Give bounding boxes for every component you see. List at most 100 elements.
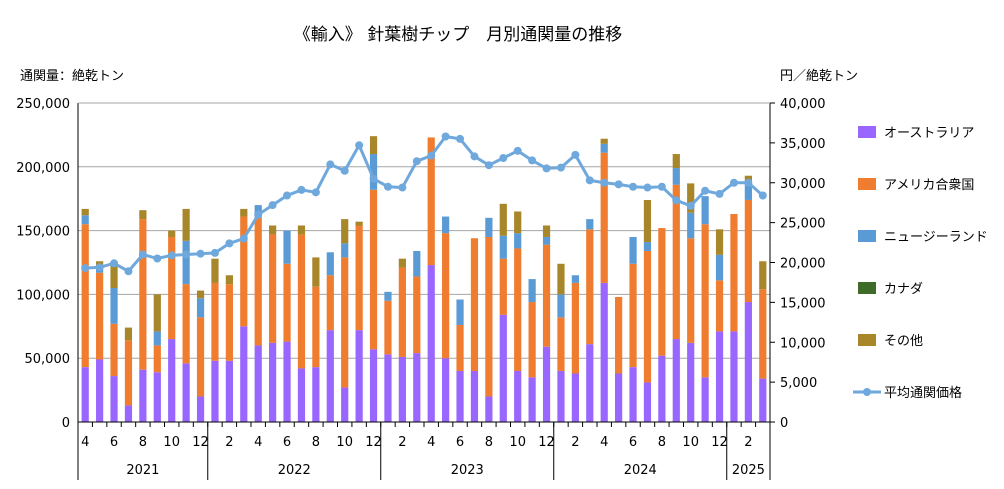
bar-segment (413, 276, 421, 354)
bar-segment (110, 263, 118, 289)
bar-segment (542, 244, 551, 347)
legend-label: カナダ (884, 282, 923, 297)
bar-segment (600, 143, 608, 153)
bar-segment (759, 261, 767, 290)
price-point (686, 201, 695, 210)
bar-segment (672, 339, 680, 422)
price-point (758, 191, 767, 200)
price-point (629, 182, 638, 191)
bar-segment (110, 288, 118, 324)
bar-segment (759, 378, 767, 422)
price-point (729, 178, 738, 187)
bar-segment (687, 342, 695, 422)
bar-segment (600, 138, 608, 144)
legend-swatch (858, 230, 876, 242)
price-point (124, 267, 133, 276)
bar-segment (398, 356, 406, 422)
price-point (715, 189, 724, 198)
bar-segment (312, 286, 320, 368)
bar-segment (196, 298, 205, 318)
bar-segment (427, 265, 435, 422)
bar-segment (196, 396, 205, 422)
bar-segment (715, 254, 724, 281)
bar-segment (759, 289, 767, 379)
price-point (571, 150, 580, 159)
bar-segment (413, 353, 421, 422)
bar-segment (254, 345, 262, 422)
year-label: 2025 (732, 463, 765, 478)
price-line (81, 132, 767, 276)
price-point (412, 157, 421, 166)
bar-segment (470, 238, 479, 371)
bar-segment (297, 368, 306, 422)
bar-segment (384, 354, 392, 422)
bar-segment (81, 215, 89, 225)
bar-segment (355, 225, 363, 331)
y-left-tick-label: 0 (62, 416, 70, 431)
bar-segment (730, 214, 738, 332)
bar-segment (744, 199, 752, 303)
x-month-label: 12 (711, 435, 728, 450)
bar-segment (643, 242, 652, 252)
price-point (542, 164, 551, 173)
y-right-tick-label: 40,000 (780, 97, 826, 112)
bar-segment (196, 317, 205, 397)
bar-segment (701, 196, 709, 225)
price-point (95, 263, 104, 272)
price-point (283, 191, 292, 200)
chart-title: 《輸入》 針葉樹チップ 月別通関量の推移 (294, 25, 622, 45)
bar-segment (110, 376, 118, 422)
bar-segment (687, 183, 695, 213)
bar-segment (571, 373, 579, 422)
bar-segment (283, 341, 291, 422)
bar-segment (615, 373, 623, 422)
bar-segment (456, 370, 464, 422)
year-label: 2024 (624, 463, 657, 478)
price-point (441, 132, 450, 141)
bar-segment (225, 284, 233, 361)
bar-segment (715, 280, 724, 332)
bar-segment (586, 229, 594, 345)
y-right-axis-label: 円／絶乾トン (780, 68, 858, 84)
bar-segment (615, 296, 623, 374)
bar-segment (369, 189, 378, 350)
bar-segment (687, 238, 695, 343)
bar-segment (542, 236, 551, 245)
bar-segment (528, 302, 536, 378)
price-point (484, 161, 493, 170)
price-point (398, 183, 407, 192)
bar-segment (182, 208, 190, 241)
y-right-tick-label: 5,000 (780, 376, 817, 391)
bar-segment (514, 233, 522, 249)
bar-segment (528, 377, 536, 422)
bar-segment (341, 219, 349, 244)
bar-segment (369, 349, 378, 422)
price-point (340, 166, 349, 175)
bar-segment (225, 275, 233, 285)
bar-segment (153, 294, 161, 332)
bar-segment (297, 234, 306, 369)
bar-segment (110, 323, 118, 377)
bar-segment (398, 267, 406, 357)
x-month-label: 12 (192, 435, 209, 450)
legend-line-marker (863, 388, 871, 396)
bar-segment (269, 225, 277, 235)
y-right-tick-label: 20,000 (780, 257, 826, 272)
price-point (182, 250, 191, 259)
year-label: 2023 (451, 463, 484, 478)
bar-segment (196, 290, 205, 299)
bar-segment (326, 252, 334, 276)
bar-segment (182, 240, 190, 285)
bar-segment (269, 234, 277, 343)
price-point (326, 160, 335, 169)
x-month-label: 4 (254, 435, 262, 450)
x-year-labels: 2021 2022 2023 2024 2025 (77, 422, 771, 480)
x-month-label: 6 (110, 435, 118, 450)
bar-segment (499, 235, 507, 259)
bar-segment (96, 359, 104, 422)
y-right-tick-label: 25,000 (780, 217, 826, 232)
bar-segment (369, 136, 378, 155)
bar-segment (240, 208, 248, 217)
bar-segment (629, 263, 637, 368)
price-point (311, 188, 320, 197)
